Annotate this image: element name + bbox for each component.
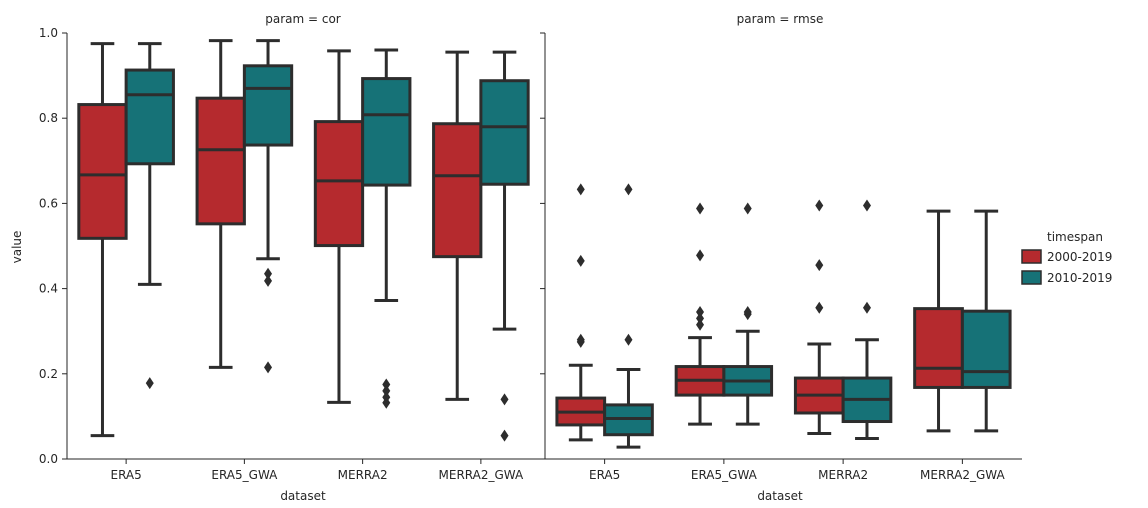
- x-tick-label: ERA5: [110, 468, 141, 482]
- legend-swatch-2010-2019: [1021, 270, 1042, 285]
- box-cor-merra2-2010-2019-outlier: [382, 396, 391, 409]
- legend-label-2010-2019: 2010-2019: [1047, 271, 1112, 285]
- box-cor-merra2-2000-2019-body: [313, 120, 365, 248]
- y-tick-label: 0.6: [39, 196, 58, 210]
- box-cor-merra2-gwa-2010-2019-body: [479, 79, 530, 186]
- box-cor-era5-gwa-2010-2019-body: [242, 64, 294, 147]
- box-rmse-era5-2000-2019-outlier: [576, 335, 585, 348]
- box-rmse-era5-gwa-2000-2019-outlier: [696, 249, 705, 262]
- y-tick-label: 0.0: [39, 452, 58, 466]
- x-axis-rmse: ERA5 ERA5_GWA MERRA2 MERRA2_GWA: [589, 459, 1006, 482]
- y-tick-label: 0.8: [39, 111, 58, 125]
- box-cor-merra2-2010-2019-body: [361, 77, 412, 187]
- box-rmse-era5-2010-2019-outlier: [624, 333, 633, 346]
- box-rmse-era5-gwa-2000-2019-outlier: [696, 306, 705, 319]
- box-cor-merra2-gwa-2000-2019-body: [432, 122, 483, 259]
- x-tick-label: MERRA2_GWA: [439, 468, 524, 482]
- box-cor-merra2-gwa-2010-2019-outlier: [500, 393, 509, 406]
- box-cor-merra2-2010-2019-outlier: [382, 384, 391, 397]
- x-tick-label: MERRA2_GWA: [920, 468, 1005, 482]
- box-cor-era5-gwa-2010-2019-outlier: [264, 274, 273, 287]
- x-tick-label: ERA5_GWA: [691, 468, 758, 482]
- box-rmse-merra2-2010-2019-outlier: [862, 301, 871, 314]
- box-cor-merra2-gwa-2010-2019-outlier: [500, 429, 509, 442]
- boxes-cor: [77, 39, 530, 442]
- box-rmse-merra2-gwa-2000-2019-body: [913, 307, 964, 389]
- box-rmse-era5-gwa-2010-2019-outlier: [743, 306, 752, 319]
- boxes-rmse: [555, 183, 1012, 449]
- box-rmse-era5-2010-2019-outlier: [624, 183, 633, 196]
- box-rmse-era5-2000-2019-outlier: [576, 254, 585, 267]
- box-cor-era5-2010-2019-body: [124, 68, 175, 166]
- box-rmse-merra2-2010-2019-outlier: [862, 199, 871, 212]
- box-cor-era5-2000-2019-body: [77, 103, 128, 240]
- box-cor-era5-gwa-2010-2019-outlier: [264, 267, 273, 280]
- box-cor-merra2-2010-2019-outlier: [382, 378, 391, 391]
- y-tick-label: 1.0: [39, 26, 58, 40]
- facet-rmse: param = rmse ERA5 ERA5_GWA MERRA2 MERRA2_GW…: [540, 12, 1022, 503]
- box-rmse-era5-gwa-2000-2019-outlier: [696, 202, 705, 215]
- y-axis-rmse: [540, 32, 1022, 460]
- box-rmse-era5-gwa-2000-2019-outlier: [696, 318, 705, 331]
- y-tick-label: 0.2: [39, 367, 58, 381]
- x-axis-label-rmse: dataset: [757, 489, 803, 503]
- box-rmse-merra2-2000-2019-outlier: [815, 199, 824, 212]
- box-rmse-era5-2000-2019-outlier: [576, 183, 585, 196]
- x-axis-cor: ERA5 ERA5_GWA MERRA2 MERRA2_GWA: [110, 459, 524, 482]
- y-axis-label: value: [10, 231, 24, 264]
- legend-label-2000-2019: 2000-2019: [1047, 250, 1112, 264]
- y-tick-label: 0.4: [39, 282, 58, 296]
- box-cor-era5-gwa-2010-2019-outlier: [264, 361, 273, 374]
- box-rmse-era5-gwa-2010-2019-outlier: [743, 202, 752, 215]
- facet-title-cor: param = cor: [265, 12, 341, 26]
- legend-swatch-2000-2019: [1021, 249, 1042, 264]
- x-tick-label: ERA5: [589, 468, 620, 482]
- legend: timespan 2000-2019 2010-2019: [1021, 230, 1112, 285]
- box-cor-era5-gwa-2000-2019-body: [195, 96, 246, 226]
- x-tick-label: MERRA2: [338, 468, 388, 482]
- facet-title-rmse: param = rmse: [737, 12, 824, 26]
- box-rmse-merra2-2000-2019-outlier: [815, 259, 824, 272]
- box-rmse-merra2-gwa-2010-2019-body: [960, 309, 1012, 389]
- y-axis-cor: 0.0 0.2 0.4 0.6 0.8 1.0: [39, 26, 540, 466]
- legend-title: timespan: [1047, 230, 1103, 244]
- box-rmse-merra2-2000-2019-outlier: [815, 301, 824, 314]
- box-cor-era5-2010-2019-outlier: [145, 377, 154, 390]
- facet-cor: param = cor 0.0 0.2 0.4 0.6 0.8 1.0 ERA5 ERA5_…: [39, 12, 540, 503]
- x-tick-label: ERA5_GWA: [211, 468, 278, 482]
- box-rmse-era5-gwa-2000-2019-outlier: [696, 312, 705, 325]
- x-axis-label-cor: dataset: [280, 489, 326, 503]
- x-tick-label: MERRA2: [818, 468, 868, 482]
